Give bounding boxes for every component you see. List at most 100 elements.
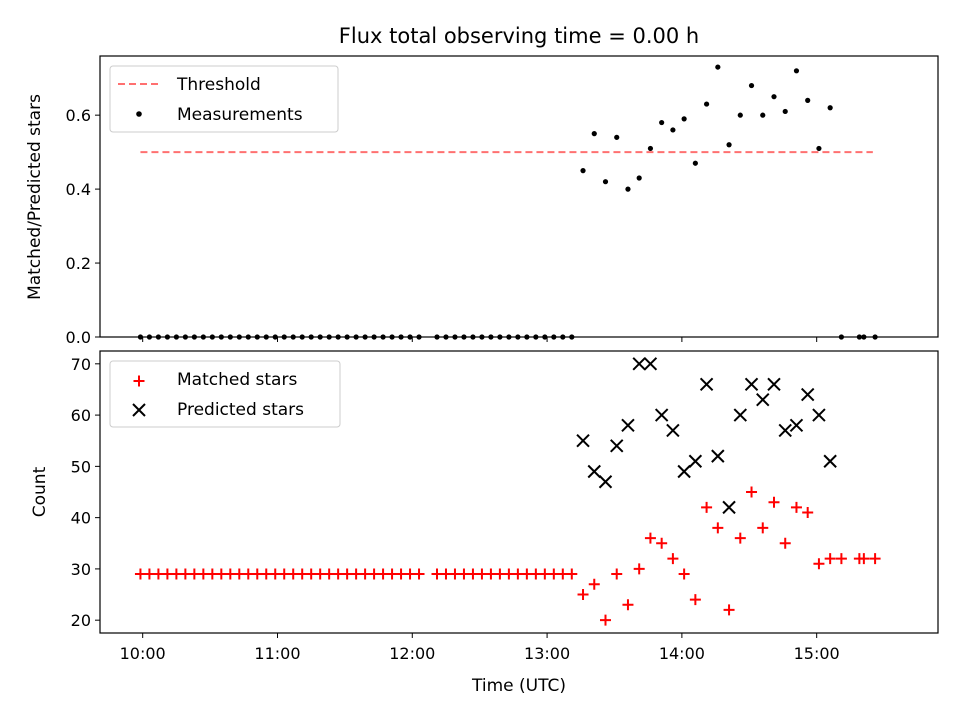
matched-star-point xyxy=(656,537,668,549)
bottom-panel: 20 30 40 50 60 70 10:00 11:00 12:00 13:00 14:00 15… xyxy=(30,350,939,696)
measurement-point xyxy=(681,116,687,122)
predicted-star-point xyxy=(699,377,714,392)
top-panel: 0.0 0.2 0.4 0.6 Matched/Predicted stars Thr… xyxy=(25,55,939,347)
predicted-star-point xyxy=(654,408,669,422)
legend-threshold-label: Threshold xyxy=(176,75,261,95)
predicted-star-point xyxy=(800,387,815,402)
y-tick-label: 0.0 xyxy=(66,328,91,347)
measurement-point xyxy=(636,175,642,181)
measurement-point xyxy=(827,105,833,111)
measurement-point xyxy=(726,142,732,148)
matched-star-point xyxy=(869,553,881,565)
measurement-point xyxy=(703,101,710,107)
y-tick-label: 30 xyxy=(71,560,91,579)
legend-measurements-label: Measurements xyxy=(177,105,303,125)
predicted-star-point xyxy=(767,377,781,392)
x-tick-label: 13:00 xyxy=(524,644,570,663)
measurement-point xyxy=(602,179,609,185)
matched-star-point xyxy=(858,553,870,565)
predicted-star-point xyxy=(688,454,703,468)
matched-star-point xyxy=(588,578,600,590)
predicted-star-point xyxy=(598,475,613,489)
top-legend: Threshold Measurements xyxy=(109,65,339,133)
predicted-star-point xyxy=(711,449,725,463)
measurement-point xyxy=(782,108,788,115)
legend-predicted-label: Predicted stars xyxy=(177,400,304,420)
matched-star-point xyxy=(678,568,690,580)
top-y-ticks: 0.0 0.2 0.4 0.6 xyxy=(66,106,100,347)
x-tick-label: 11:00 xyxy=(254,644,300,663)
predicted-star-point xyxy=(733,408,748,422)
y-tick-label: 60 xyxy=(71,406,91,425)
measurement-point xyxy=(670,127,676,133)
bottom-y-ticks: 20 30 40 50 60 70 xyxy=(71,355,100,630)
matched-star-point xyxy=(622,599,634,611)
legend-matched-swatch xyxy=(133,375,145,387)
x-tick-label: 15:00 xyxy=(794,644,840,663)
measurement-point xyxy=(715,64,721,70)
matched-star-point xyxy=(734,532,746,544)
matched-star-point xyxy=(723,604,735,616)
legend-measurements-swatch xyxy=(136,111,142,117)
y-tick-label: 0.4 xyxy=(66,180,91,199)
measurement-point xyxy=(737,112,743,118)
predicted-star-point xyxy=(677,464,691,479)
bottom-axes-frame xyxy=(99,350,939,634)
matched-star-point xyxy=(790,501,802,513)
matched-star-point xyxy=(599,614,611,626)
measurement-point xyxy=(625,186,631,192)
x-tick-label: 14:00 xyxy=(659,644,705,663)
predicted-star-point xyxy=(756,393,770,407)
predicted-star-point xyxy=(744,377,759,392)
predicted-star-point xyxy=(610,439,624,453)
predicted-star-point xyxy=(789,418,804,433)
bottom-legend: Matched stars Predicted stars xyxy=(109,360,341,428)
predicted-stars-layer xyxy=(576,357,837,515)
predicted-star-point xyxy=(587,464,601,479)
measurement-point xyxy=(760,112,766,118)
bottom-y-axis-label: Count xyxy=(30,466,50,517)
predicted-star-point xyxy=(778,423,792,438)
measurement-point xyxy=(614,134,620,140)
predicted-star-point xyxy=(722,500,736,515)
matched-star-point xyxy=(746,486,758,498)
measurement-point xyxy=(692,160,698,166)
matched-star-point xyxy=(701,501,713,513)
matched-star-point xyxy=(802,507,814,519)
matched-star-point xyxy=(824,553,836,565)
y-tick-label: 40 xyxy=(71,509,91,528)
y-tick-label: 20 xyxy=(71,611,91,630)
x-axis-label: Time (UTC) xyxy=(471,676,566,696)
measurement-point xyxy=(805,97,811,103)
measurement-point xyxy=(580,168,586,174)
x-tick-label: 12:00 xyxy=(389,644,435,663)
matched-star-point xyxy=(768,496,780,508)
predicted-star-point xyxy=(576,434,590,448)
matched-star-point xyxy=(835,553,847,565)
top-axes-frame xyxy=(99,55,939,338)
measurement-point xyxy=(816,145,822,152)
matched-star-point xyxy=(577,589,589,601)
measurement-point xyxy=(591,131,597,137)
matched-star-point xyxy=(689,594,701,606)
matched-star-point xyxy=(644,532,656,544)
y-tick-label: 50 xyxy=(71,457,91,476)
bottom-x-ticks: 10:00 11:00 12:00 13:00 14:00 15:00 xyxy=(120,633,840,663)
matched-star-point xyxy=(813,558,825,570)
y-tick-label: 0.2 xyxy=(66,254,91,273)
y-tick-label: 70 xyxy=(71,355,91,374)
bottom-legend-box xyxy=(109,360,341,428)
measurement-point xyxy=(659,119,665,126)
measurement-point xyxy=(771,94,777,100)
matched-star-point xyxy=(779,537,791,549)
x-tick-label: 10:00 xyxy=(120,644,166,663)
predicted-star-point xyxy=(632,357,646,371)
y-tick-label: 0.6 xyxy=(66,106,91,125)
predicted-star-point xyxy=(643,357,658,371)
measurement-point xyxy=(793,68,800,74)
matched-star-point xyxy=(611,568,623,580)
matched-star-point xyxy=(757,522,769,534)
predicted-star-point xyxy=(812,408,826,422)
measurement-point xyxy=(748,82,755,89)
